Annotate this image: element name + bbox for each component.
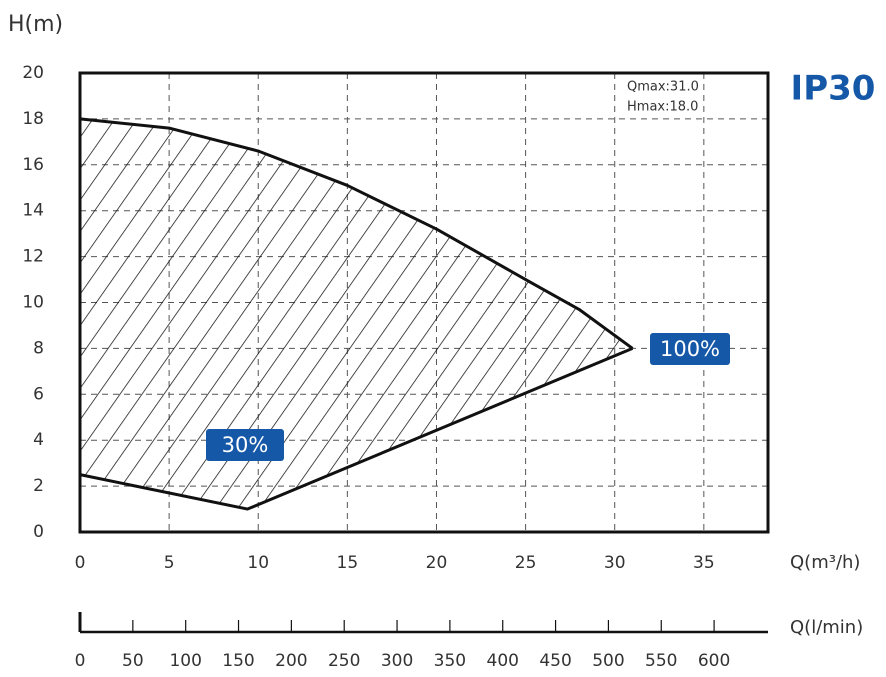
x2-tick-label: 350: [434, 651, 466, 671]
x2-tick-label: 150: [222, 651, 254, 671]
x-tick-label: 25: [515, 553, 537, 573]
x-tick-label: 30: [604, 553, 626, 573]
x2-tick-label: 0: [75, 651, 86, 671]
series-label-box: [206, 429, 284, 461]
x2-tick-label: 300: [381, 651, 413, 671]
curve: [79, 347, 634, 511]
y-tick-label: 18: [22, 109, 44, 129]
x-tick-label: 10: [247, 553, 269, 573]
y-tick-label: 2: [33, 476, 44, 496]
chart-title: IP30: [791, 69, 876, 109]
x2-tick-label: 600: [698, 651, 730, 671]
y-tick-label: 16: [22, 155, 44, 175]
x2-tick-label: 100: [169, 651, 201, 671]
y-tick-label: 0: [33, 522, 44, 542]
series-label: 30%: [222, 433, 269, 457]
annotation: Qmax:31.0: [627, 80, 699, 95]
y-tick-label: 10: [22, 293, 44, 313]
y-tick-label: 4: [33, 430, 44, 450]
plot-frame: [78, 71, 770, 534]
x-tick-label: 20: [426, 553, 448, 573]
x2-tick-label: 550: [645, 651, 677, 671]
x-tick-label: 0: [75, 553, 86, 573]
x-axis-label: Q(m³/h): [790, 552, 860, 573]
x2-axis-label: Q(l/min): [790, 617, 863, 638]
series-label-box: [650, 333, 730, 365]
y-tick-label: 20: [22, 63, 44, 83]
x2-tick-label: 250: [328, 651, 360, 671]
x2-tick-label: 200: [275, 651, 307, 671]
x-tick-label: 15: [337, 553, 359, 573]
series-label: 100%: [660, 337, 720, 361]
x-tick-label: 5: [164, 553, 175, 573]
annotation: Hmax:18.0: [627, 100, 698, 115]
x2-tick-label: 500: [592, 651, 624, 671]
curve: [79, 117, 634, 350]
hatch-area: [80, 118, 633, 510]
y-tick-label: 12: [22, 247, 44, 267]
y-axis-label: H(m): [8, 12, 63, 37]
y-tick-label: 8: [33, 338, 44, 358]
y-tick-label: 14: [22, 201, 44, 221]
y-tick-label: 6: [33, 384, 44, 404]
x2-tick-label: 400: [487, 651, 519, 671]
x2-tick-label: 450: [539, 651, 571, 671]
x-tick-label: 35: [693, 553, 715, 573]
x2-tick-label: 50: [122, 651, 144, 671]
